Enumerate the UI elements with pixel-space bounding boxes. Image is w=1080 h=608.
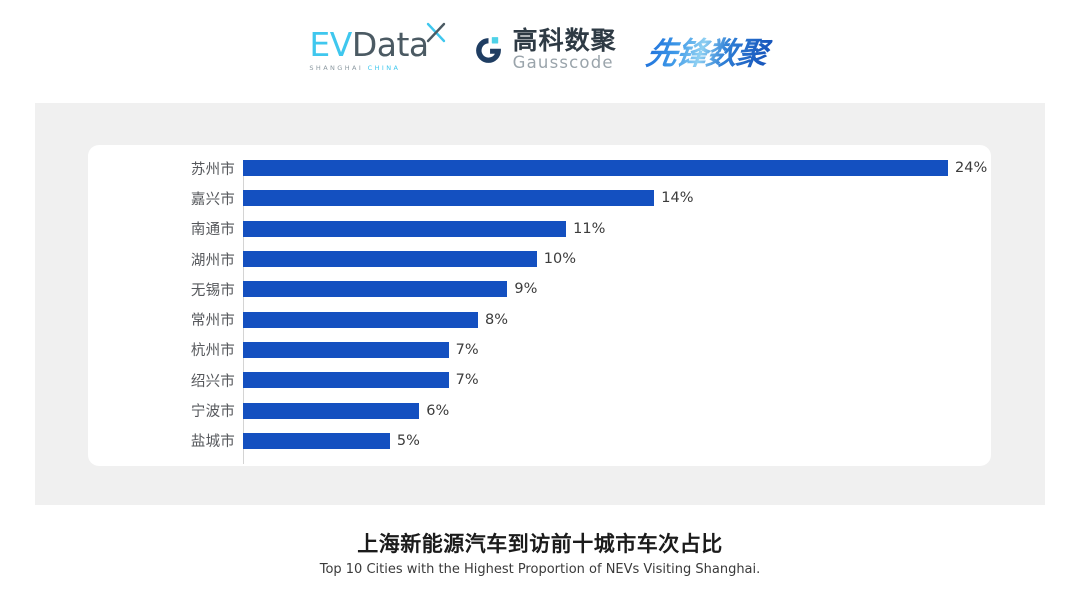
- bar-category-label: 绍兴市: [190, 373, 235, 390]
- bar-track: 8%: [243, 311, 991, 328]
- bar-fill[interactable]: [243, 432, 390, 449]
- bar-fill[interactable]: [243, 372, 449, 389]
- bar-track: 6%: [243, 402, 991, 419]
- bar-value-label: 7%: [455, 341, 479, 358]
- bar-row: 嘉兴市 14%: [134, 183, 991, 213]
- gausscode-text-cn: 高科数聚: [512, 26, 617, 56]
- bar-fill[interactable]: [243, 251, 537, 268]
- evdata-tagline-country: CHINA: [367, 64, 401, 72]
- bar-value-label: 5%: [396, 432, 420, 449]
- bar-fill[interactable]: [243, 220, 567, 237]
- x-mark-icon: [426, 22, 445, 43]
- chart-card: 苏州市 24% 嘉兴市 14% 南通市 11% 湖州市 10% 无锡市 9% 常州市 8% 杭州市 7% 绍…: [88, 145, 991, 466]
- bar-value-label: 24%: [955, 160, 988, 177]
- bar-row: 湖州市 10%: [134, 244, 991, 274]
- evdata-ev-text: EV: [309, 25, 352, 64]
- bar-category-label: 湖州市: [190, 252, 235, 269]
- gausscode-g-circle-icon: [475, 36, 501, 63]
- bar-category-label: 无锡市: [190, 282, 235, 299]
- bar-fill[interactable]: [243, 402, 420, 419]
- bar-row: 苏州市 24%: [134, 153, 991, 183]
- bar-track: 7%: [243, 341, 991, 358]
- evdata-logo: EVData SHANGHAI CHINA: [309, 22, 446, 72]
- bar-track: 10%: [243, 251, 991, 268]
- bar-track: 7%: [243, 372, 991, 389]
- bar-category-label: 宁波市: [190, 404, 235, 421]
- bar-category-label: 南通市: [190, 222, 235, 239]
- evdata-data-text: Data: [351, 25, 429, 64]
- gausscode-text: 高科数聚 Gausscode: [513, 28, 617, 72]
- bar-fill[interactable]: [243, 281, 508, 298]
- bar-row: 无锡市 9%: [134, 274, 991, 304]
- evdata-tagline-city: SHANGHAI: [309, 64, 364, 72]
- bar-track: 9%: [243, 281, 991, 298]
- bar-category-label: 杭州市: [190, 343, 235, 360]
- gausscode-logo: 高科数聚 Gausscode: [473, 28, 617, 72]
- bar-fill[interactable]: [243, 160, 948, 177]
- bar-category-label: 嘉兴市: [190, 191, 235, 208]
- bar-row: 常州市 8%: [134, 304, 991, 334]
- bar-value-label: 10%: [543, 251, 576, 268]
- bar-fill[interactable]: [243, 311, 478, 328]
- bar-track: 24%: [243, 160, 991, 177]
- bar-category-label: 苏州市: [190, 161, 235, 178]
- bar-row: 南通市 11%: [134, 214, 991, 244]
- bar-fill[interactable]: [243, 341, 449, 358]
- bar-row: 盐城市 5%: [134, 426, 991, 456]
- evdata-tagline: SHANGHAI CHINA: [309, 64, 400, 72]
- chart-title: 上海新能源汽车到访前十城市车次占比: [357, 532, 723, 556]
- bar-rows-container: 苏州市 24% 嘉兴市 14% 南通市 11% 湖州市 10% 无锡市 9% 常州市 8% 杭州市 7% 绍…: [134, 153, 991, 456]
- chart-subtitle: Top 10 Cities with the Highest Proportio…: [319, 562, 761, 577]
- evdata-wordmark: EVData: [309, 25, 429, 64]
- bar-fill[interactable]: [243, 190, 655, 207]
- bar-value-label: 7%: [455, 372, 479, 389]
- bar-value-label: 14%: [661, 190, 694, 207]
- gausscode-text-en: Gausscode: [512, 53, 614, 73]
- chart-caption: 上海新能源汽车到访前十城市车次占比 Top 10 Cities with the…: [0, 530, 1080, 579]
- bar-value-label: 9%: [514, 281, 538, 298]
- bar-category-label: 常州市: [190, 313, 235, 330]
- bar-value-label: 6%: [426, 402, 450, 419]
- xianfengshuju-logo: 先锋数聚: [639, 28, 774, 73]
- bar-row: 宁波市 6%: [134, 395, 991, 425]
- bar-row: 绍兴市 7%: [134, 365, 991, 395]
- bar-value-label: 8%: [485, 311, 509, 328]
- logo-strip: EVData SHANGHAI CHINA 高科数聚 Gausscode 先锋数…: [0, 22, 1080, 78]
- bar-track: 11%: [243, 220, 991, 237]
- bar-track: 5%: [243, 432, 991, 449]
- bar-row: 杭州市 7%: [134, 335, 991, 365]
- bar-category-label: 盐城市: [190, 434, 235, 451]
- bar-chart: 苏州市 24% 嘉兴市 14% 南通市 11% 湖州市 10% 无锡市 9% 常州市 8% 杭州市 7% 绍…: [134, 153, 991, 466]
- bar-value-label: 11%: [573, 220, 606, 237]
- bar-track: 14%: [243, 190, 991, 207]
